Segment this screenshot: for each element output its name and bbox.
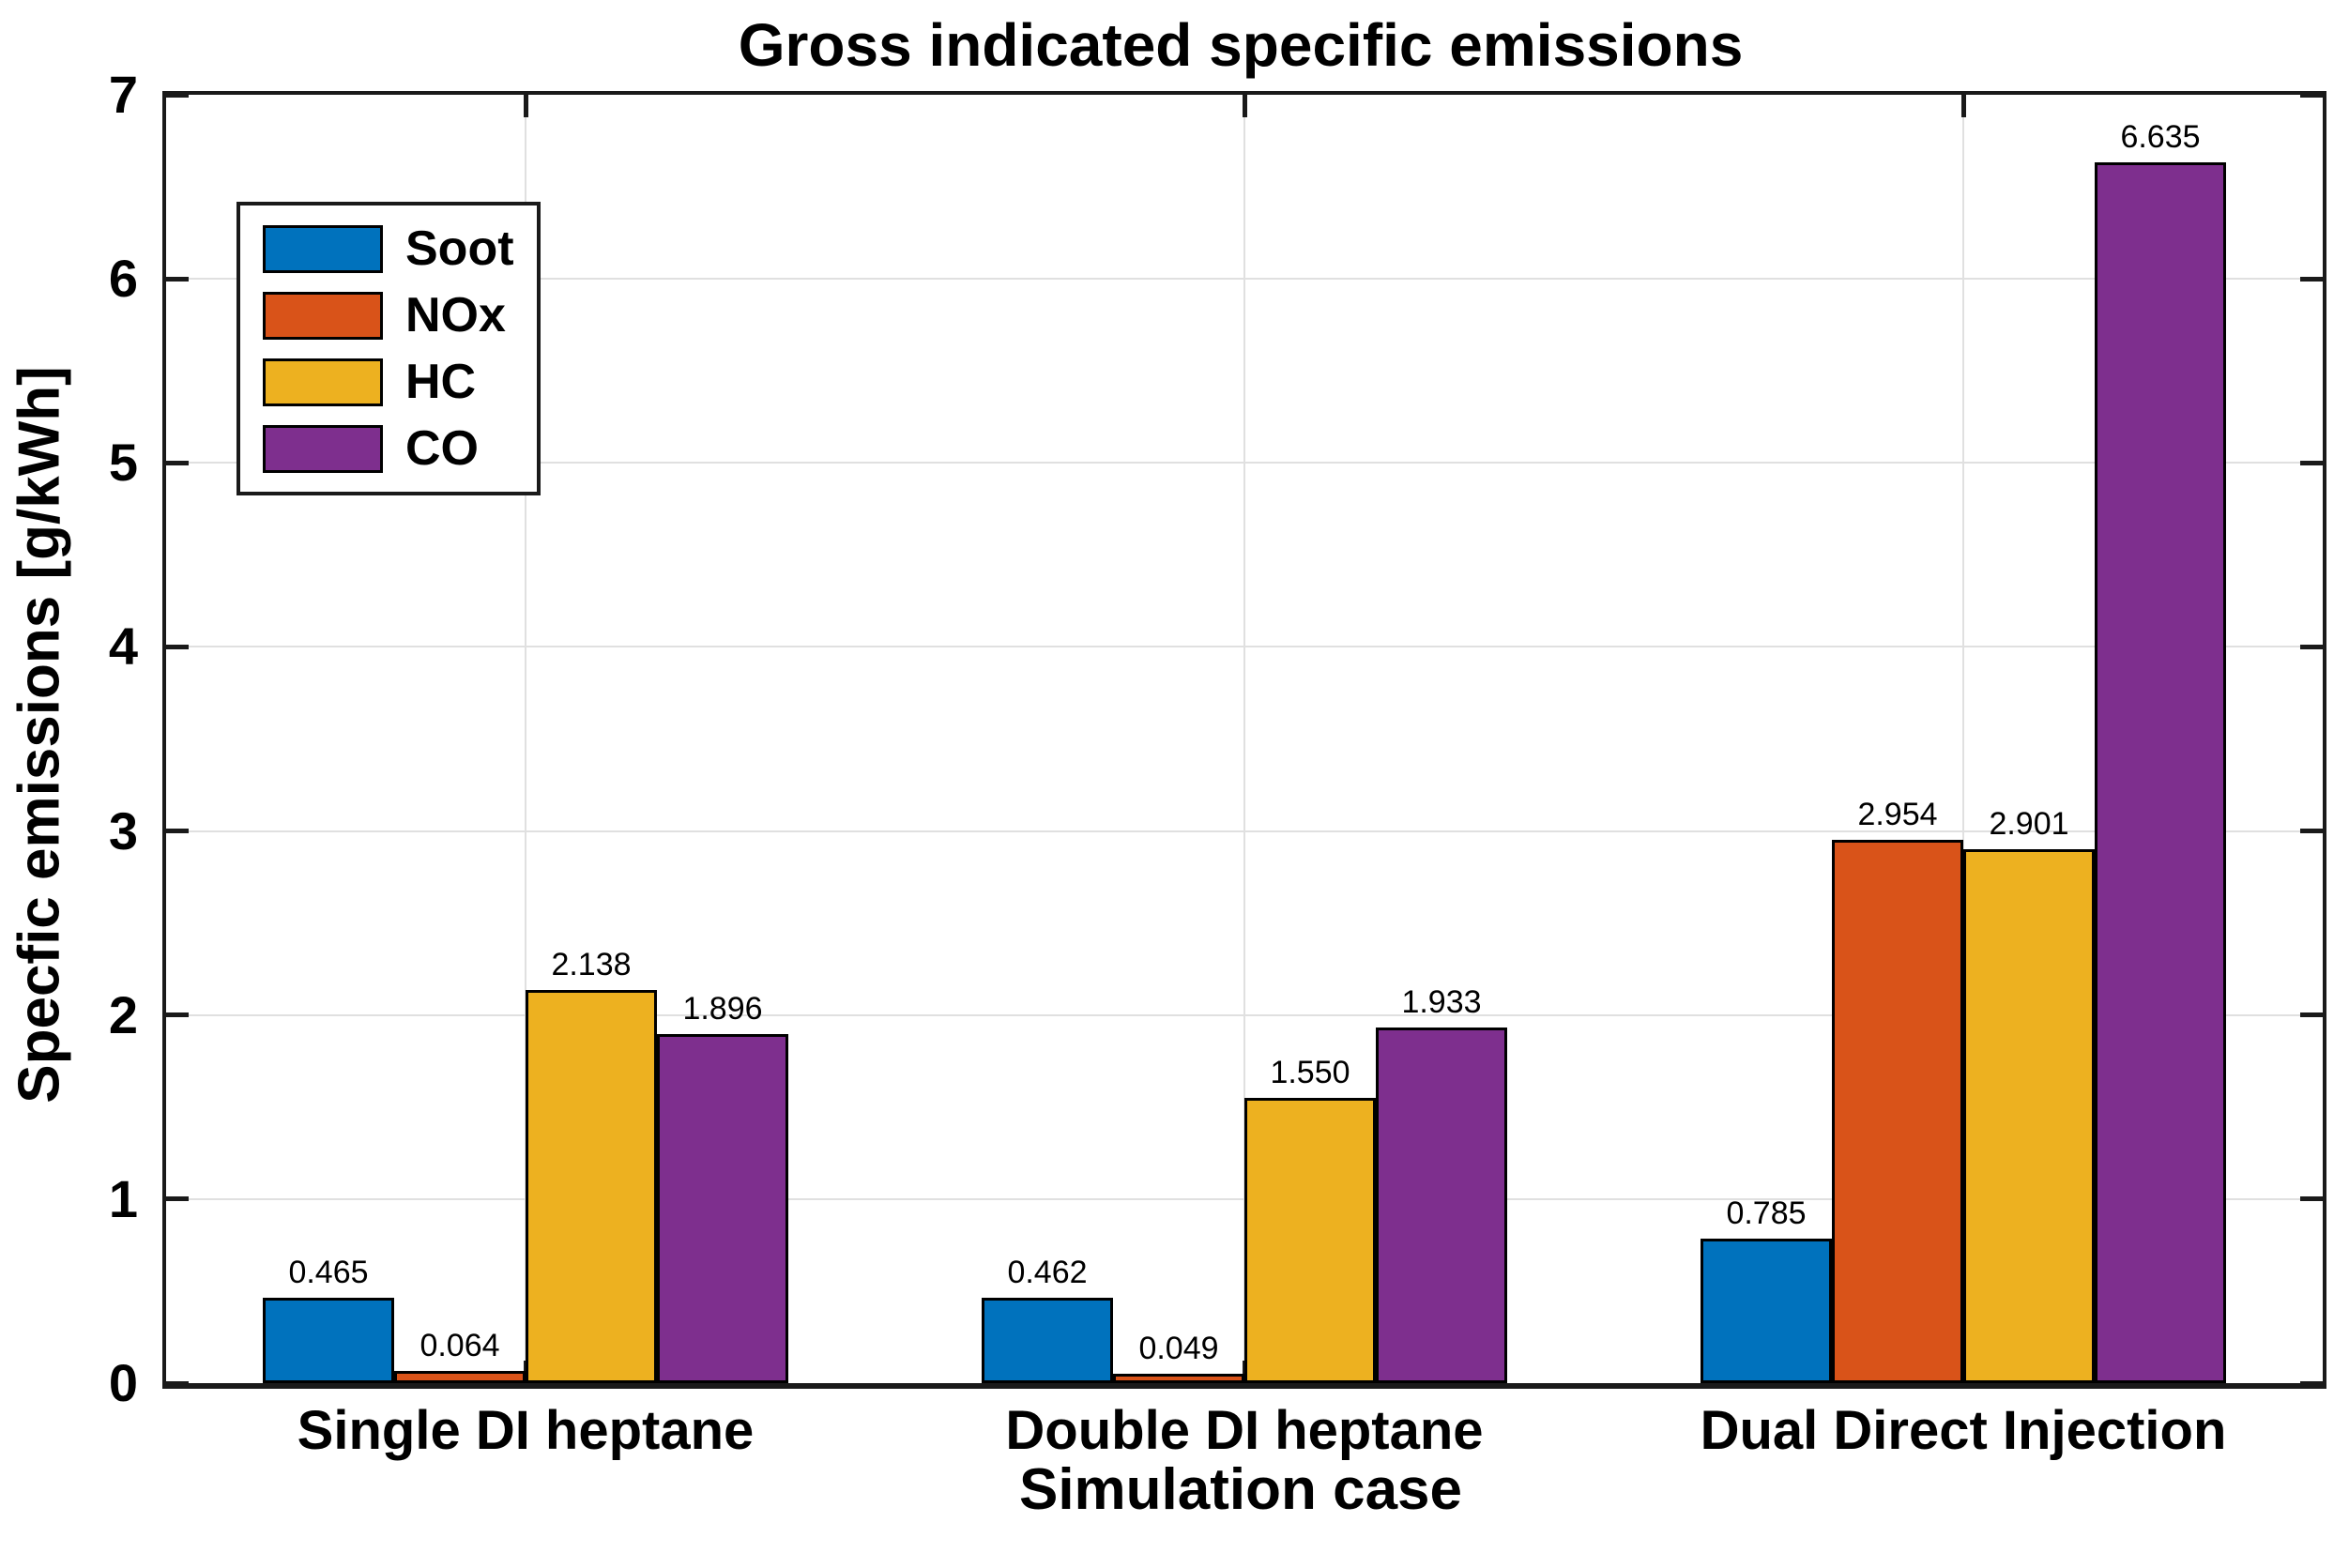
y-tick-label-3: 3 (108, 800, 138, 860)
y-tick-right-4 (2300, 644, 2323, 649)
x-axis-label: Simulation case (1018, 1457, 1463, 1522)
gridline-x-double-di-heptane (1243, 95, 1245, 1383)
y-tick-right-1 (2300, 1196, 2323, 1202)
bar-value-soot-double-di-heptane: 0.462 (1007, 1255, 1088, 1291)
legend-item-soot: Soot (263, 224, 514, 273)
y-tick-left-2 (166, 1012, 189, 1018)
legend-swatch-hc (263, 358, 383, 406)
y-tick-label-0: 0 (108, 1353, 138, 1412)
bar-nox-dual-direct-injection (1832, 839, 1963, 1383)
legend-label-nox: NOx (405, 288, 506, 343)
y-tick-left-6 (166, 276, 189, 282)
bar-value-co-single-di-heptane: 1.896 (682, 991, 763, 1028)
y-tick-label-7: 7 (108, 65, 138, 124)
y-tick-right-7 (2300, 92, 2323, 98)
legend-label-soot: Soot (405, 221, 514, 276)
x-tick-top-double-di-heptane (1242, 95, 1247, 117)
y-tick-label-2: 2 (108, 984, 138, 1044)
y-tick-label-1: 1 (108, 1168, 138, 1228)
y-tick-right-0 (2300, 1380, 2323, 1386)
bar-nox-single-di-heptane (394, 1371, 526, 1383)
x-tick-top-single-di-heptane (523, 95, 528, 117)
legend-label-co: CO (405, 421, 479, 476)
chart-title: Gross indicated specific emissions (738, 10, 1744, 79)
bar-hc-single-di-heptane (526, 989, 657, 1383)
bar-value-hc-double-di-heptane: 1.550 (1270, 1054, 1350, 1090)
legend: Soot NOx HC CO (236, 202, 541, 495)
x-tick-label-double-di-heptane: Double DI heptane (1005, 1400, 1484, 1461)
x-tick-label-single-di-heptane: Single DI heptane (297, 1400, 755, 1461)
y-tick-left-4 (166, 644, 189, 649)
bar-soot-dual-direct-injection (1701, 1239, 1832, 1383)
bar-co-dual-direct-injection (2095, 161, 2226, 1383)
legend-swatch-soot (263, 224, 383, 273)
bar-nox-double-di-heptane (1113, 1374, 1244, 1383)
y-tick-label-4: 4 (108, 617, 138, 677)
y-axis-label: Specfic emissions [g/kWh] (7, 366, 72, 1104)
y-tick-left-1 (166, 1196, 189, 1202)
bar-soot-double-di-heptane (982, 1298, 1113, 1383)
y-tick-right-2 (2300, 1012, 2323, 1018)
x-tick-top-dual-direct-injection (1960, 95, 1966, 117)
bar-co-double-di-heptane (1376, 1027, 1507, 1383)
bar-hc-double-di-heptane (1244, 1097, 1376, 1383)
legend-item-nox: NOx (263, 291, 514, 340)
legend-swatch-nox (263, 291, 383, 340)
bar-value-hc-dual-direct-injection: 2.901 (1989, 806, 2069, 842)
bar-value-soot-single-di-heptane: 0.465 (288, 1254, 369, 1290)
bar-co-single-di-heptane (657, 1034, 788, 1383)
gridline-x-single-di-heptane (525, 95, 526, 1383)
bar-value-nox-dual-direct-injection: 2.954 (1857, 796, 1938, 832)
y-tick-right-5 (2300, 460, 2323, 465)
y-tick-left-5 (166, 460, 189, 465)
bar-value-nox-single-di-heptane: 0.064 (419, 1328, 500, 1364)
bar-hc-dual-direct-injection (1963, 849, 2095, 1383)
legend-label-hc: HC (405, 355, 477, 409)
bar-soot-single-di-heptane (263, 1297, 394, 1383)
bar-value-nox-double-di-heptane: 0.049 (1138, 1331, 1219, 1367)
gridline-x-dual-direct-injection (1962, 95, 1964, 1383)
legend-item-hc: HC (263, 358, 514, 406)
bar-value-hc-single-di-heptane: 2.138 (551, 946, 632, 982)
plot-area: 0 1 2 3 4 5 6 7 Single DI heptane Double DI hepta… (109, 69, 2326, 1458)
y-tick-label-6: 6 (108, 249, 138, 309)
y-tick-left-7 (166, 92, 189, 98)
bar-value-co-dual-direct-injection: 6.635 (2120, 118, 2201, 155)
x-tick-label-dual-direct-injection: Dual Direct Injection (1700, 1400, 2227, 1461)
y-tick-right-6 (2300, 276, 2323, 282)
legend-swatch-co (263, 424, 383, 473)
y-tick-left-0 (166, 1380, 189, 1386)
y-tick-left-3 (166, 829, 189, 834)
legend-item-co: CO (263, 424, 514, 473)
y-tick-label-5: 5 (108, 433, 138, 493)
y-tick-right-3 (2300, 829, 2323, 834)
bar-value-soot-dual-direct-injection: 0.785 (1726, 1195, 1807, 1232)
bar-value-co-double-di-heptane: 1.933 (1401, 983, 1482, 1020)
